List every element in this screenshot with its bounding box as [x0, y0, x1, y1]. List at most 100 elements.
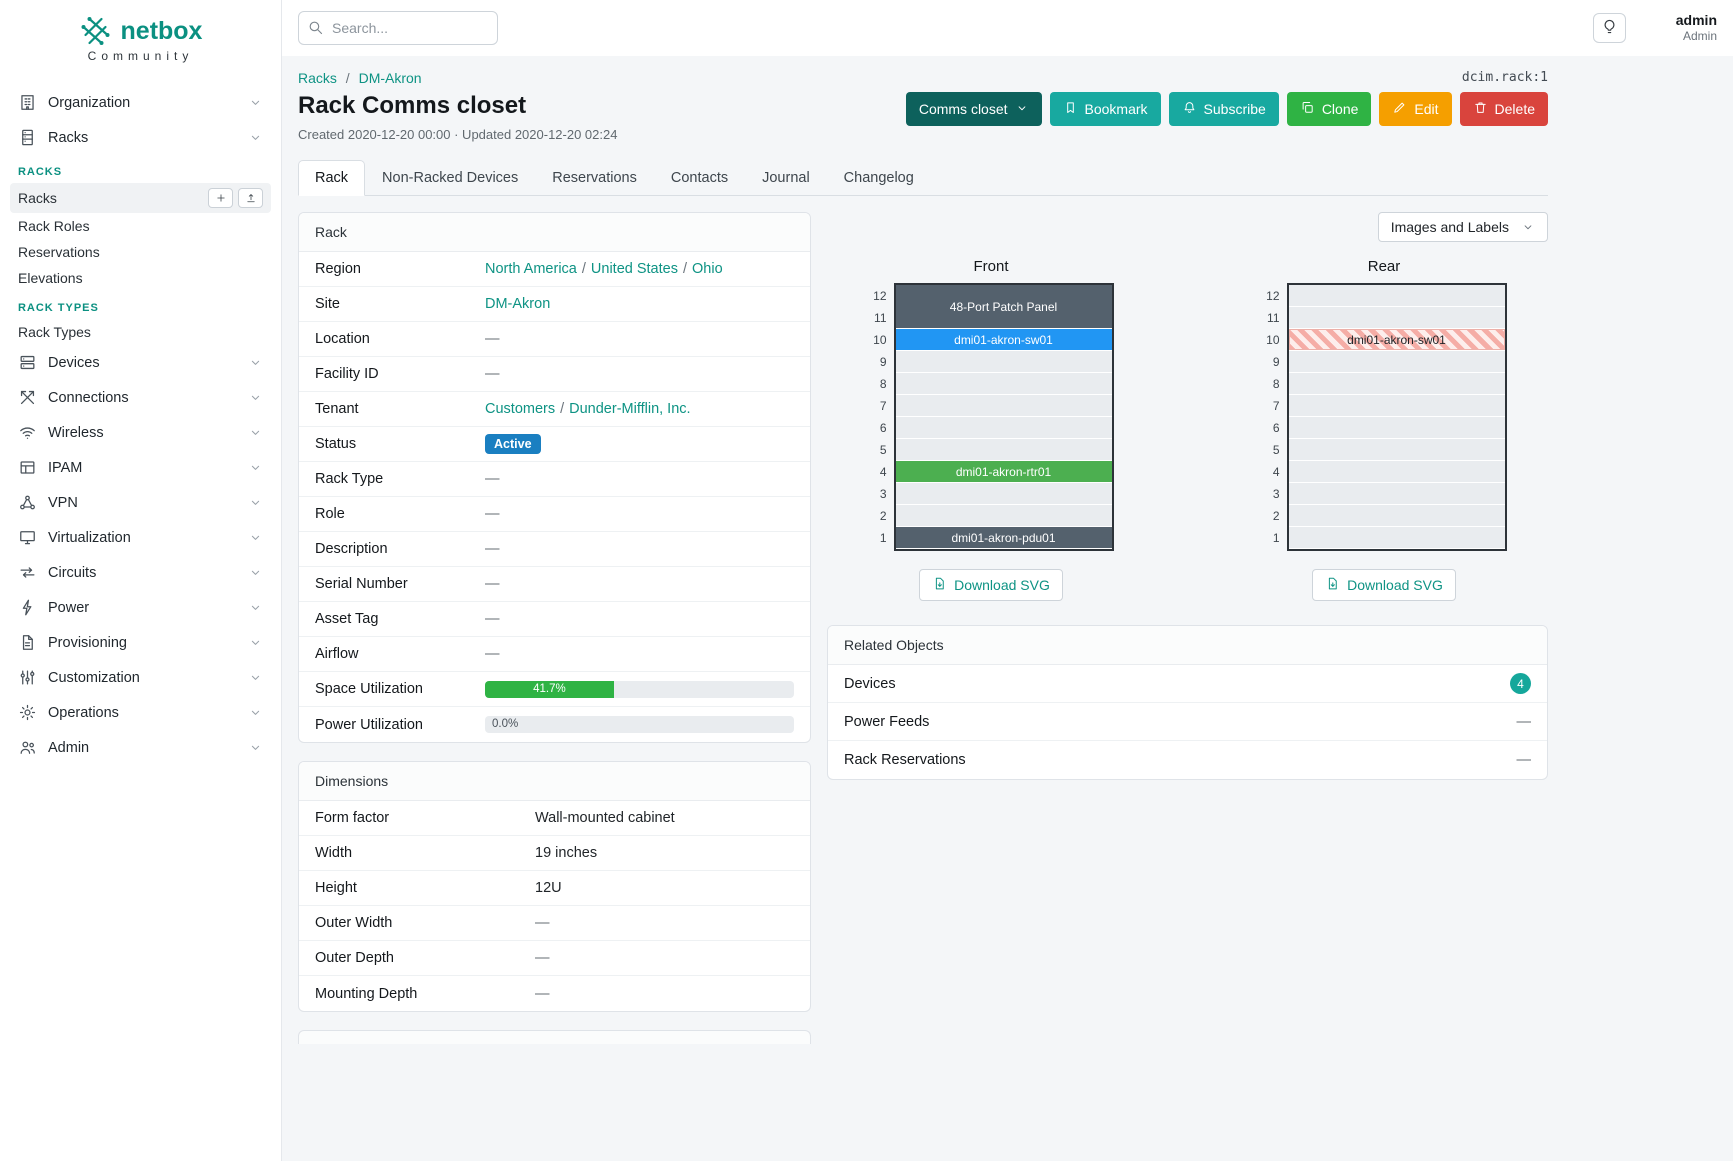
empty-slot[interactable]	[1288, 285, 1505, 307]
empty-slot[interactable]	[1288, 461, 1505, 483]
rack-device-dmi01-akron-sw01[interactable]: dmi01-akron-sw01	[1288, 329, 1505, 351]
context-dropdown-button[interactable]: Comms closet	[905, 92, 1042, 126]
tab-contacts[interactable]: Contacts	[670, 170, 729, 186]
empty-slot[interactable]	[895, 351, 1112, 373]
sidebar-item-operations[interactable]: Operations	[10, 695, 271, 730]
sidebar-item-rack-roles[interactable]: Rack Roles	[10, 213, 271, 239]
chevron-down-icon	[248, 530, 263, 545]
link-united-states[interactable]: United States	[590, 261, 678, 277]
sidebar-item-wireless[interactable]: Wireless	[10, 415, 271, 450]
empty-slot[interactable]	[1288, 527, 1505, 549]
empty-slot[interactable]	[895, 417, 1112, 439]
unit-numbers: 12 11 10 9 8 7 6 5 4 3 2 1	[1262, 285, 1280, 551]
link-customers[interactable]: Customers	[485, 401, 556, 417]
sidebar-item-organization[interactable]: Organization	[10, 85, 271, 120]
action-clone-button[interactable]: Clone	[1286, 92, 1372, 126]
add-button[interactable]	[208, 188, 233, 208]
unit-numbers: 12 11 10 9 8 7 6 5 4 3 2 1	[869, 285, 887, 551]
building-icon	[18, 93, 37, 112]
unit-number: 10	[1266, 333, 1280, 347]
empty-slot[interactable]	[1288, 439, 1505, 461]
related-objects-title: Related Objects	[828, 626, 1547, 665]
link-dm-akron[interactable]: DM-Akron	[485, 296, 551, 312]
empty-slot[interactable]	[1288, 307, 1505, 329]
empty-slot[interactable]	[1288, 373, 1505, 395]
link-north-america[interactable]: North America	[485, 261, 577, 277]
elevation-title: Front	[973, 258, 1009, 275]
link-ohio[interactable]: Ohio	[692, 261, 723, 277]
sidebar-item-ipam[interactable]: IPAM	[10, 450, 271, 485]
action-edit-button[interactable]: Edit	[1379, 92, 1452, 126]
sidebar-item-label: Customization	[48, 669, 140, 686]
empty-slot[interactable]	[895, 395, 1112, 417]
sidebar-item-devices[interactable]: Devices	[10, 345, 271, 380]
unit-number: 10	[873, 333, 887, 347]
property-label: Serial Number	[315, 576, 408, 592]
link-dunder-mifflin-inc[interactable]: Dunder-Mifflin, Inc.	[569, 401, 691, 417]
rack-elevation-front: Front 12 11 10 9 8 7 6 5 4 3 2 1 48-Port Patch Panel d…	[869, 258, 1114, 601]
empty-value: —	[535, 950, 550, 966]
tab-changelog[interactable]: Changelog	[843, 170, 914, 186]
rack-device-dmi01-akron-sw01[interactable]: dmi01-akron-sw01	[895, 329, 1112, 351]
download-svg-button[interactable]: Download SVG	[919, 569, 1063, 601]
empty-slot[interactable]	[895, 505, 1112, 527]
sidebar-item-racks[interactable]: Racks	[10, 183, 271, 213]
sidebar-item-label: Circuits	[48, 564, 97, 581]
brand[interactable]: netbox Community	[0, 0, 281, 71]
lightbulb-icon	[1601, 18, 1618, 38]
theme-toggle-button[interactable]	[1592, 13, 1626, 43]
unit-number: 12	[1266, 289, 1280, 303]
empty-slot[interactable]	[895, 483, 1112, 505]
sidebar-item-circuits[interactable]: Circuits	[10, 555, 271, 590]
related-row-devices[interactable]: Devices 4	[828, 665, 1547, 703]
elevation-title: Rear	[1367, 258, 1401, 275]
sidebar-item-power[interactable]: Power	[10, 590, 271, 625]
sidebar-item-rack-types[interactable]: Rack Types	[10, 319, 271, 345]
breadcrumb-racks-link[interactable]: Racks	[298, 70, 337, 86]
user-menu[interactable]: admin Admin	[1676, 12, 1717, 45]
tab-journal[interactable]: Journal	[762, 170, 810, 186]
empty-slot[interactable]	[895, 373, 1112, 395]
rack-card-title: Rack	[299, 213, 810, 252]
devices-icon	[18, 353, 37, 372]
empty-slot[interactable]	[895, 439, 1112, 461]
empty-slot[interactable]	[1288, 351, 1505, 373]
download-svg-button[interactable]: Download SVG	[1312, 569, 1456, 601]
breadcrumb-site-link[interactable]: DM-Akron	[358, 70, 422, 86]
sidebar-item-racks[interactable]: Racks	[10, 120, 271, 155]
breadcrumb: Racks / DM-Akron	[298, 70, 422, 86]
provisioning-icon	[18, 633, 37, 652]
search-input[interactable]	[298, 11, 498, 45]
sidebar-item-customization[interactable]: Customization	[10, 660, 271, 695]
rack-device-48-port-patch-panel[interactable]: 48-Port Patch Panel	[895, 285, 1112, 329]
action-bookmark-button[interactable]: Bookmark	[1049, 92, 1161, 126]
sidebar-item-connections[interactable]: Connections	[10, 380, 271, 415]
rack-device-dmi01-akron-pdu01[interactable]: dmi01-akron-pdu01	[895, 527, 1112, 549]
rack-device-dmi01-akron-rtr01[interactable]: dmi01-akron-rtr01	[895, 461, 1112, 483]
notifications-bell-icon[interactable]	[1641, 18, 1661, 38]
empty-slot[interactable]	[1288, 505, 1505, 527]
tab-rack[interactable]: Rack	[298, 160, 366, 196]
sidebar-item-elevations[interactable]: Elevations	[10, 265, 271, 291]
property-row-tenant: Tenant Customers / Dunder-Mifflin, Inc.	[299, 392, 810, 427]
sidebar-item-reservations[interactable]: Reservations	[10, 239, 271, 265]
empty-slot[interactable]	[1288, 417, 1505, 439]
tab-non-racked-devices[interactable]: Non-Racked Devices	[382, 170, 519, 186]
sidebar-item-virtualization[interactable]: Virtualization	[10, 520, 271, 555]
images-labels-select[interactable]: Images and Labels	[1377, 212, 1548, 242]
empty-slot[interactable]	[1288, 395, 1505, 417]
sidebar-item-provisioning[interactable]: Provisioning	[10, 625, 271, 660]
tab-reservations[interactable]: Reservations	[552, 170, 637, 186]
button-label: Bookmark	[1084, 101, 1148, 117]
action-subscribe-button[interactable]: Subscribe	[1168, 92, 1279, 126]
sidebar-item-admin[interactable]: Admin	[10, 730, 271, 765]
count-badge: 4	[1510, 673, 1531, 694]
import-button[interactable]	[238, 188, 263, 208]
property-row-width: Width 19 inches	[299, 836, 810, 871]
ipam-icon	[18, 458, 37, 477]
empty-slot[interactable]	[1288, 483, 1505, 505]
chevron-down-icon	[248, 705, 263, 720]
property-label: Asset Tag	[315, 611, 379, 627]
action-delete-button[interactable]: Delete	[1459, 92, 1548, 126]
sidebar-item-vpn[interactable]: VPN	[10, 485, 271, 520]
